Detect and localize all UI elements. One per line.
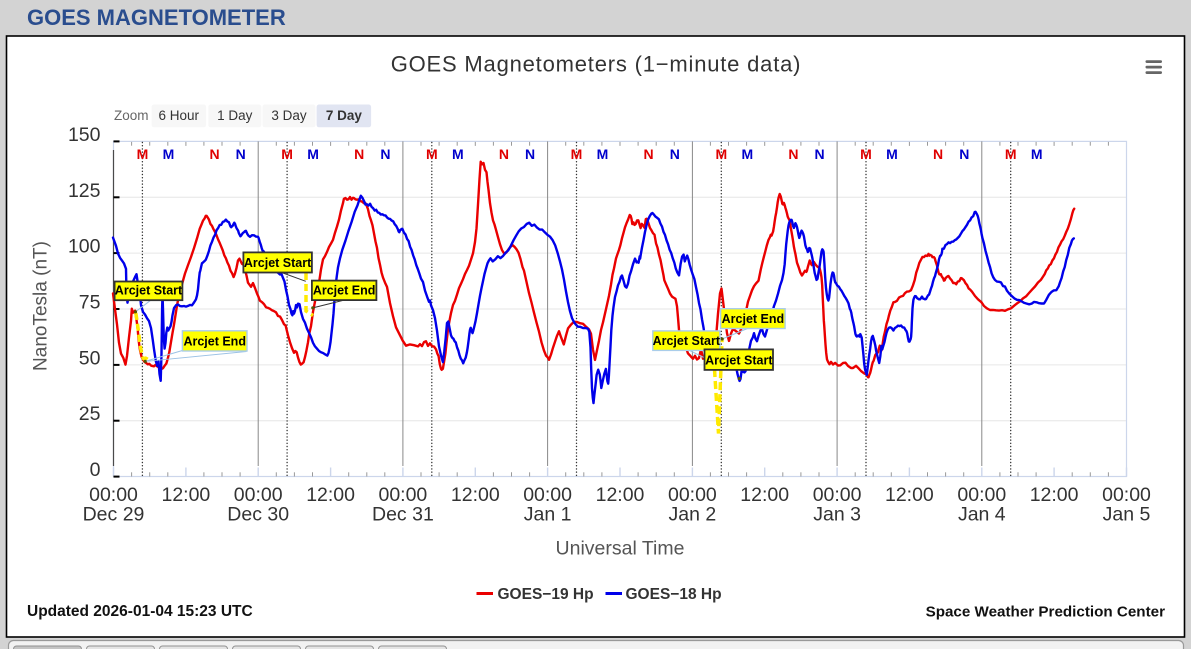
svg-text:GOES−19 Hp: GOES−19 Hp [498,586,594,603]
svg-text:Arcjet Start: Arcjet Start [244,256,312,270]
svg-text:N: N [959,146,969,162]
svg-text:M: M [281,146,293,162]
svg-text:1 Day: 1 Day [217,108,253,123]
svg-text:Updated 2026-01-04 15:23 UTC: Updated 2026-01-04 15:23 UTC [27,603,253,620]
svg-text:N: N [933,146,943,162]
svg-text:M: M [571,146,583,162]
svg-text:00:00: 00:00 [668,484,717,506]
svg-text:00:00: 00:00 [813,484,862,506]
svg-text:Jan 4: Jan 4 [958,504,1006,526]
svg-text:M: M [597,146,609,162]
svg-text:M: M [860,146,872,162]
svg-text:Jan 1: Jan 1 [524,504,572,526]
svg-text:Arcjet Start: Arcjet Start [705,353,773,367]
svg-text:12:00: 12:00 [885,484,934,506]
svg-text:12:00: 12:00 [596,484,645,506]
svg-text:12:00: 12:00 [1030,484,1079,506]
svg-text:N: N [209,146,219,162]
svg-text:N: N [525,146,535,162]
svg-text:N: N [380,146,390,162]
svg-text:00:00: 00:00 [1102,484,1151,506]
svg-text:00:00: 00:00 [378,484,427,506]
svg-text:00:00: 00:00 [234,484,283,506]
svg-text:12:00: 12:00 [451,484,500,506]
svg-text:M: M [137,146,149,162]
svg-text:GOES Magnetometers (1−minute d: GOES Magnetometers (1−minute data) [391,52,802,77]
svg-text:00:00: 00:00 [957,484,1006,506]
svg-text:N: N [236,146,246,162]
svg-text:M: M [1031,146,1043,162]
svg-text:Arcjet Start: Arcjet Start [115,284,183,298]
svg-text:00:00: 00:00 [89,484,138,506]
svg-text:M: M [307,146,319,162]
svg-text:125: 125 [68,180,101,202]
svg-text:Dec 31: Dec 31 [372,504,434,526]
svg-text:00:00: 00:00 [523,484,572,506]
svg-text:GOES MAGNETOMETER: GOES MAGNETOMETER [27,5,286,30]
svg-text:Dec 30: Dec 30 [227,504,289,526]
svg-text:N: N [670,146,680,162]
svg-text:Space Weather Prediction Cente: Space Weather Prediction Center [926,604,1166,621]
svg-text:Jan 2: Jan 2 [669,504,717,526]
svg-text:Zoom: Zoom [114,108,149,123]
svg-text:Dec 29: Dec 29 [83,504,145,526]
svg-text:M: M [163,146,175,162]
svg-text:100: 100 [68,236,101,258]
svg-text:Jan 3: Jan 3 [813,504,861,526]
svg-text:6 Hour: 6 Hour [159,108,200,123]
svg-text:Arcjet End: Arcjet End [183,335,246,349]
svg-text:Arcjet End: Arcjet End [313,284,376,298]
svg-text:N: N [644,146,654,162]
svg-text:25: 25 [79,403,101,425]
svg-text:N: N [354,146,364,162]
svg-text:M: M [715,146,727,162]
svg-text:Arcjet End: Arcjet End [722,312,785,326]
svg-text:12:00: 12:00 [740,484,789,506]
svg-text:150: 150 [68,124,101,146]
svg-text:M: M [741,146,753,162]
svg-text:Jan 5: Jan 5 [1103,504,1151,526]
svg-text:0: 0 [90,459,101,481]
svg-text:N: N [788,146,798,162]
svg-text:NanoTesla (nT): NanoTesla (nT) [31,241,52,371]
svg-text:3 Day: 3 Day [271,108,307,123]
svg-text:50: 50 [79,347,101,369]
svg-text:12:00: 12:00 [306,484,355,506]
svg-text:12:00: 12:00 [161,484,210,506]
svg-text:M: M [452,146,464,162]
svg-text:75: 75 [79,292,101,314]
svg-text:M: M [1005,146,1017,162]
svg-text:N: N [815,146,825,162]
svg-text:Universal Time: Universal Time [556,538,685,560]
svg-text:N: N [499,146,509,162]
svg-text:7 Day: 7 Day [326,108,363,123]
svg-text:M: M [886,146,898,162]
svg-text:Arcjet Start: Arcjet Start [653,334,721,348]
svg-text:GOES−18 Hp: GOES−18 Hp [626,586,722,603]
svg-text:M: M [426,146,438,162]
